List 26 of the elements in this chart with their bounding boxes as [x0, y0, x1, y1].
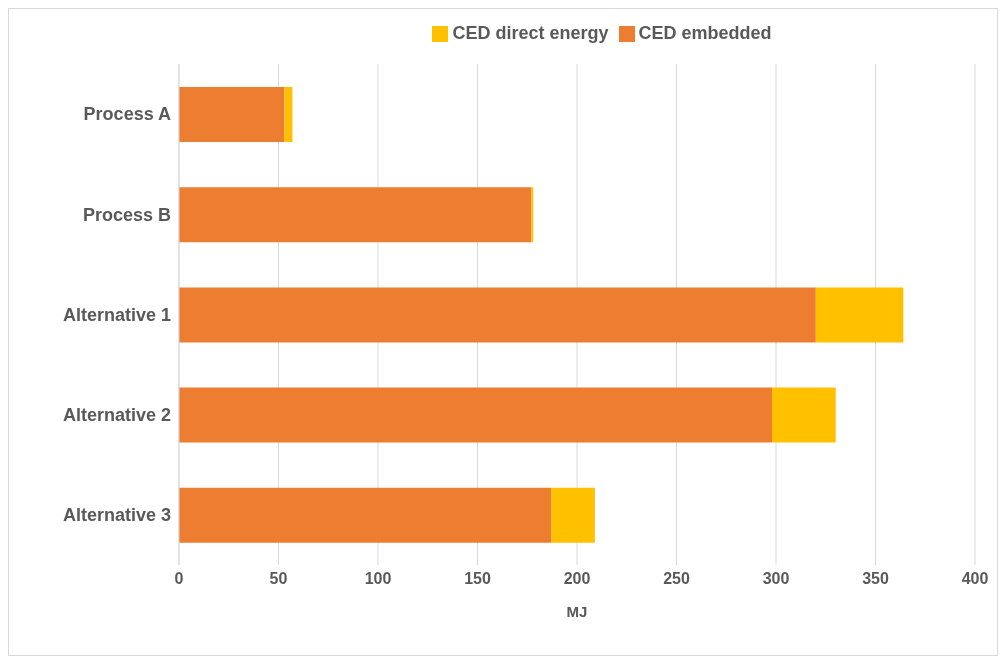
bar	[772, 387, 836, 443]
bar	[179, 187, 532, 243]
y-tick-label: Alternative 3	[62, 505, 171, 526]
bar	[179, 487, 552, 543]
y-tick-label: Alternative 1	[62, 304, 171, 325]
y-tick-label: Process A	[83, 104, 171, 125]
x-tick-label: 150	[464, 570, 491, 588]
legend-label: CED direct energy	[452, 23, 609, 43]
x-tick-label: 350	[862, 570, 889, 588]
bar	[179, 387, 773, 443]
x-tick-label: 0	[174, 570, 184, 588]
y-tick-label: Alternative 2	[62, 405, 171, 426]
x-tick-label: 100	[364, 570, 392, 588]
bar	[284, 87, 293, 142]
bar	[179, 287, 816, 343]
x-tick-label: 50	[269, 570, 288, 588]
x-axis-title: MJ	[566, 603, 588, 620]
bar	[551, 487, 595, 543]
y-tick-label: Process B	[82, 204, 171, 225]
x-tick-label: 200	[563, 570, 591, 588]
bar	[179, 87, 285, 142]
x-tick-label: 250	[663, 570, 690, 588]
bar	[815, 287, 904, 343]
x-tick-label: 400	[961, 570, 989, 588]
x-tick-label: 300	[762, 570, 790, 588]
legend-label: CED embedded	[638, 23, 772, 43]
